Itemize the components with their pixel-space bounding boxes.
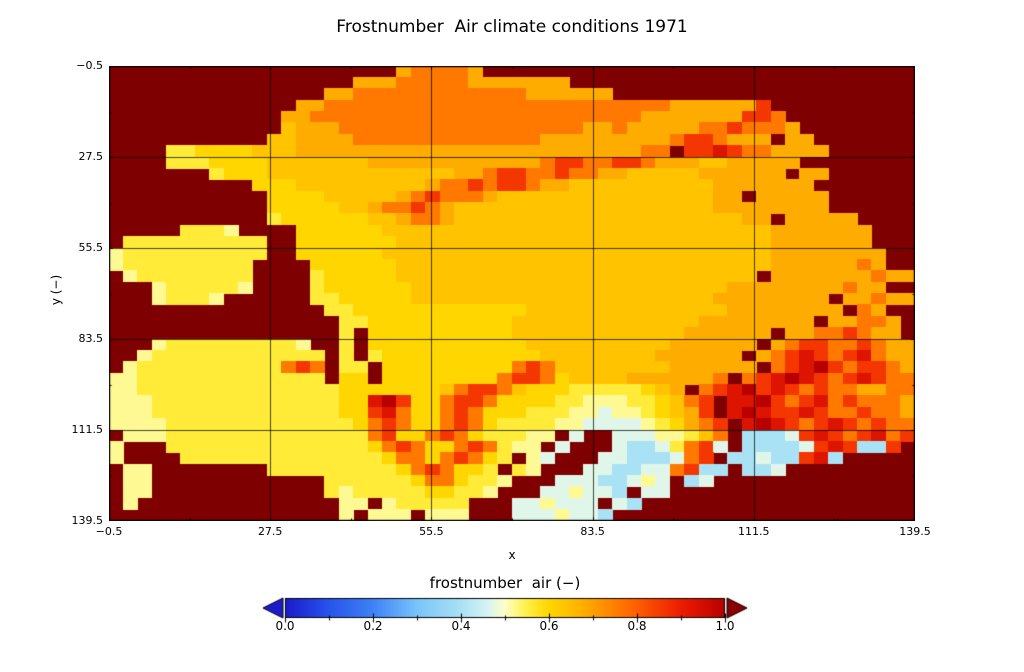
y-tick-label: 55.5 [78,241,104,254]
plot-area [109,66,915,521]
x-tick-label: 139.5 [899,525,931,538]
y-tick-label: 83.5 [78,332,104,345]
colorbar-label: frostnumber air (−) [429,574,581,592]
heatmap-canvas [109,66,915,521]
colorbar-tick-label: 0.4 [451,619,471,633]
y-tick-label: 111.5 [71,423,104,436]
colorbar-tick-label: 0.2 [363,619,383,633]
chart-title: Frostnumber Air climate conditions 1971 [336,17,688,37]
y-tick-label: −0.5 [76,59,103,72]
x-tick-label: 111.5 [738,525,770,538]
x-tick-label: −0.5 [95,525,123,538]
colorbar-canvas [255,592,775,628]
y-tick-label: 139.5 [71,514,104,527]
x-tick-label: 55.5 [419,525,444,538]
x-axis-label: x [508,548,516,562]
x-tick-label: 27.5 [257,525,283,538]
y-axis-label: y (−) [49,274,63,306]
y-tick-label: 27.5 [78,150,104,163]
x-tick-label: 83.5 [580,525,605,538]
colorbar-tick-label: 0.0 [275,619,295,633]
colorbar-tick-label: 0.6 [539,619,559,633]
colorbar-tick-label: 1.0 [715,619,735,633]
colorbar-tick-label: 0.8 [627,619,647,633]
